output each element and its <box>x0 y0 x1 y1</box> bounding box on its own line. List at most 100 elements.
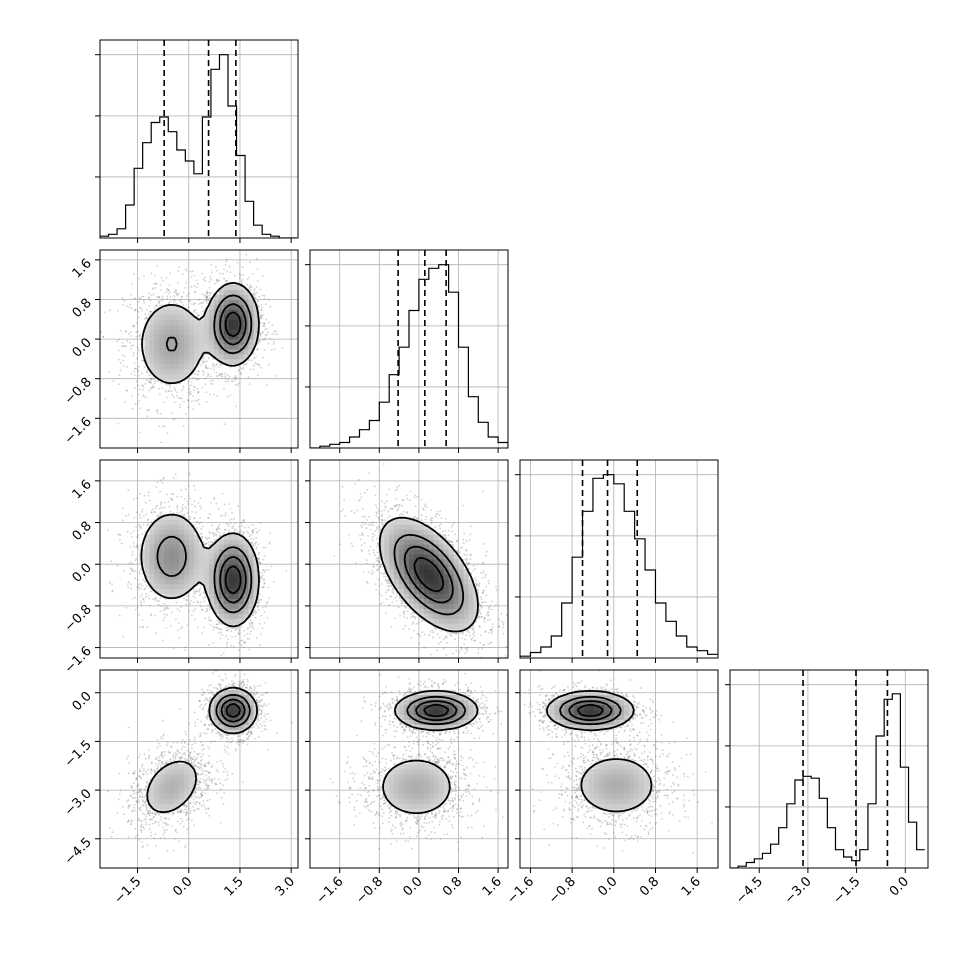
scatter-point <box>145 316 147 319</box>
density-cell <box>184 334 190 340</box>
scatter-point <box>155 304 158 307</box>
scatter-point <box>167 607 170 610</box>
density-cell <box>238 344 244 350</box>
scatter-point <box>185 599 188 602</box>
scatter-point <box>219 534 222 537</box>
scatter-point <box>133 362 136 364</box>
scatter-point <box>254 612 257 615</box>
density-cell <box>149 334 155 340</box>
scatter-point <box>201 536 204 539</box>
density-cell <box>233 339 240 345</box>
scatter-point <box>177 622 180 624</box>
density-cell <box>253 334 259 340</box>
scatter-point <box>234 378 237 381</box>
scatter-point <box>238 369 240 371</box>
scatter-point <box>173 291 176 293</box>
scatter-point <box>138 349 140 352</box>
scatter-point <box>208 286 211 289</box>
scatter-point <box>251 530 254 532</box>
scatter-point <box>159 304 161 307</box>
scatter-point <box>227 374 229 376</box>
scatter-point <box>233 529 236 532</box>
scatter-point <box>241 368 244 370</box>
scatter-point <box>133 370 136 373</box>
scatter-point <box>236 261 239 264</box>
scatter-point <box>205 366 208 369</box>
scatter-point <box>152 384 155 387</box>
scatter-point <box>165 607 168 610</box>
density-cell <box>194 319 200 325</box>
scatter-point <box>193 285 196 287</box>
scatter-point <box>220 373 223 375</box>
scatter-point <box>258 305 261 308</box>
density-cell <box>154 349 160 355</box>
density-cell <box>228 299 235 305</box>
scatter-point <box>111 583 113 586</box>
scatter-point <box>218 532 221 534</box>
density-cell <box>228 334 235 340</box>
scatter-point <box>187 399 189 401</box>
y-tick-label: 1.6 <box>70 256 95 281</box>
density-cell <box>184 319 190 325</box>
scatter-point <box>192 395 195 397</box>
density-cell <box>174 349 180 355</box>
scatter-point <box>211 531 214 534</box>
scatter-point <box>263 611 266 613</box>
scatter-point <box>254 362 256 365</box>
scatter-point <box>208 280 211 283</box>
scatter-point <box>175 290 177 293</box>
density-cell <box>233 309 240 315</box>
scatter-point <box>176 395 178 397</box>
scatter-point <box>132 354 135 357</box>
scatter-point <box>191 303 193 305</box>
density-cell <box>174 329 180 335</box>
density-cell <box>159 329 165 335</box>
scatter-point <box>156 380 159 382</box>
scatter-point <box>258 340 261 342</box>
scatter-point <box>202 373 205 376</box>
scatter-point <box>217 525 220 528</box>
scatter-point <box>197 390 200 393</box>
scatter-point <box>274 333 276 336</box>
scatter-point <box>143 302 146 304</box>
density-cell <box>179 373 185 380</box>
scatter-point <box>200 521 203 523</box>
scatter-point <box>192 309 195 312</box>
scatter-point <box>262 586 265 589</box>
scatter-point <box>186 500 189 503</box>
scatter-point <box>180 301 183 304</box>
scatter-point <box>161 304 164 307</box>
density-cell <box>208 314 215 320</box>
scatter-point <box>141 309 144 312</box>
scatter-point <box>267 586 270 589</box>
scatter-point <box>255 286 258 288</box>
scatter-point <box>223 503 226 506</box>
scatter-point <box>196 378 199 381</box>
density-cell <box>238 329 244 335</box>
scatter-point <box>157 469 159 471</box>
density-cell <box>174 353 180 360</box>
scatter-point <box>148 409 150 412</box>
scatter-point <box>160 289 163 291</box>
contours <box>141 281 260 385</box>
scatter-point <box>197 314 200 316</box>
scatter-point <box>195 520 198 523</box>
scatter-point <box>166 287 168 290</box>
hist-panel-3: −4.5 −3.0 −1.5 0.0 <box>725 669 929 907</box>
scatter-point <box>156 412 159 415</box>
scatter-point <box>161 299 164 302</box>
scatter-point <box>138 399 141 402</box>
scatter-point <box>178 397 181 400</box>
scatter-point <box>248 624 251 626</box>
density-cell <box>164 349 170 355</box>
scatter-point <box>194 399 196 402</box>
scatter-point <box>192 610 195 612</box>
scatter-point <box>177 629 180 631</box>
scatter-point <box>246 283 249 286</box>
density-cell <box>208 339 215 345</box>
scatter-point <box>252 538 255 541</box>
scatter-point <box>185 599 188 602</box>
scatter-point <box>190 381 193 383</box>
scatter-point <box>134 596 137 599</box>
scatter-point <box>140 604 143 607</box>
